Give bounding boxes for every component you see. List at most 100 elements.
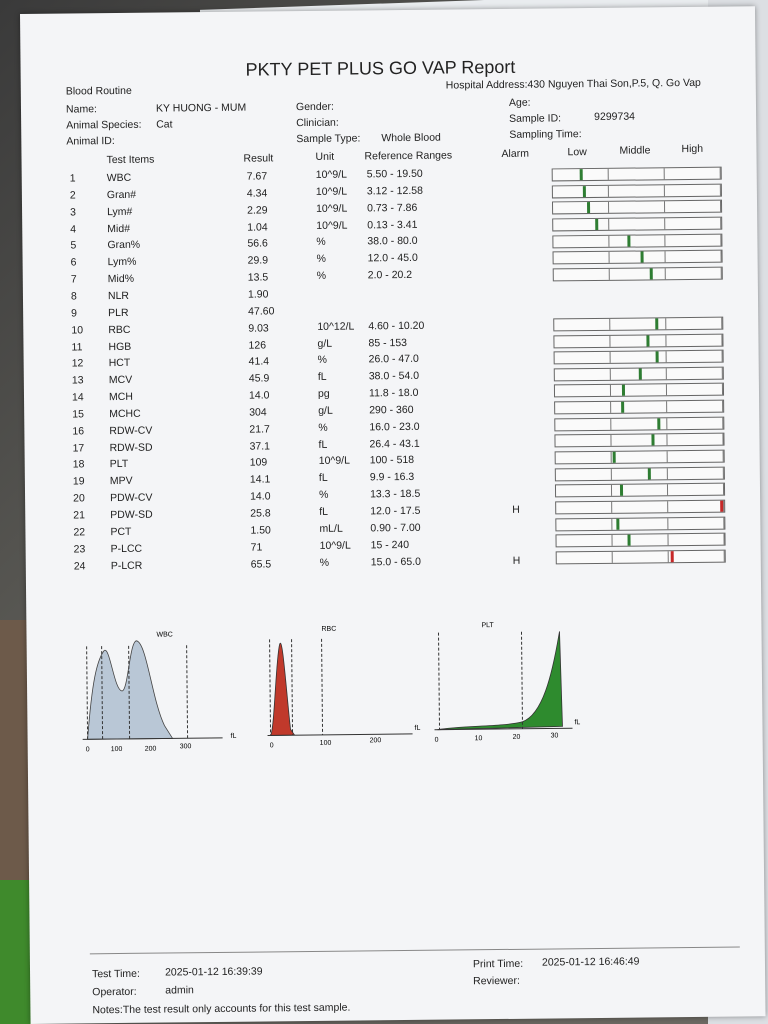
wbc-tick-2: 200 [145, 746, 157, 753]
col-test-items: Test Items [106, 153, 155, 167]
result-value: 21.7 [249, 423, 270, 436]
reference-range: 5.50 - 19.50 [366, 167, 423, 181]
row-number: 4 [70, 222, 77, 236]
gender-label: Gender: [295, 100, 335, 114]
result-value: 109 [249, 456, 268, 470]
test-item: HGB [108, 340, 132, 353]
level-marker [627, 235, 631, 247]
unit-value: % [317, 354, 328, 367]
level-bar [553, 366, 724, 382]
level-bar-segment [667, 417, 724, 429]
test-item: MCV [108, 374, 133, 387]
level-bar-segment [554, 335, 611, 347]
level-marker [655, 318, 659, 330]
level-bar-segment [554, 318, 611, 331]
reference-range: 15 - 240 [370, 538, 410, 552]
level-bar [555, 532, 726, 548]
level-bar-segment [666, 350, 723, 363]
unit-value: pg [317, 387, 330, 400]
unit-value: g/L [317, 337, 333, 350]
row-number: 5 [70, 239, 77, 252]
unit-value: g/L [318, 404, 333, 417]
reference-range: 85 - 153 [368, 336, 408, 349]
level-bar [553, 349, 724, 365]
sample-id-label: Sample ID: [509, 112, 562, 125]
row-number: 10 [71, 323, 84, 337]
plt-tick-2: 20 [513, 734, 521, 741]
level-bar-segment [667, 400, 724, 413]
test-item: WBC [106, 171, 132, 185]
level-bar-segment [609, 201, 666, 214]
level-bar-segment [611, 401, 668, 413]
unit-value: mL/L [319, 522, 343, 535]
col-reference: Reference Ranges [364, 149, 453, 163]
level-bar [554, 399, 725, 415]
row-number: 22 [73, 526, 86, 539]
col-unit: Unit [315, 150, 335, 163]
operator-value: admin [165, 984, 194, 997]
alarm-flag: H [512, 554, 521, 567]
level-bar-segment [552, 185, 609, 198]
plt-histogram: 0 10 20 30 fL [434, 631, 580, 744]
test-item: PDW-SD [110, 508, 153, 522]
level-bar-segment [556, 501, 613, 514]
level-bar-segment [556, 518, 613, 531]
level-marker [595, 218, 599, 230]
level-bar-segment [555, 468, 612, 481]
plt-tick-3: 30 [551, 732, 559, 739]
row-number: 21 [73, 509, 86, 522]
test-item: PLT [109, 458, 129, 471]
result-value: 37.1 [249, 440, 271, 453]
reference-range: 100 - 518 [369, 454, 415, 467]
test-item: PCT [110, 525, 132, 538]
level-bar-segment [664, 200, 722, 213]
age-label: Age: [508, 96, 531, 109]
col-high: High [681, 142, 704, 156]
result-value: 14.0 [250, 490, 271, 503]
reference-range: 15.0 - 65.0 [370, 555, 422, 568]
print-time-label: Print Time: [472, 957, 524, 971]
animal-id-label: Animal ID: [66, 135, 115, 148]
row-number: 24 [73, 559, 86, 573]
unit-value: % [318, 488, 329, 502]
unit-value: 10^9/L [315, 202, 348, 215]
level-bar [554, 416, 725, 432]
test-time-value: 2025-01-12 16:39:39 [164, 965, 263, 979]
result-value: 1.90 [247, 288, 269, 301]
level-bar-segment [609, 268, 666, 280]
level-bar-segment [556, 551, 613, 564]
unit-value: 10^9/L [315, 168, 347, 181]
sample-id-value: 9299734 [594, 110, 636, 123]
reference-range: 16.0 - 23.0 [369, 420, 420, 434]
section-title: Blood Routine [65, 84, 132, 98]
col-alarm: Alarm [501, 147, 529, 160]
level-bar [552, 233, 723, 249]
reference-range: 290 - 360 [369, 403, 414, 417]
result-value: 71 [250, 541, 263, 554]
level-bar [555, 549, 726, 565]
wbc-unit: fL [231, 733, 237, 740]
level-marker [648, 468, 652, 480]
sample-type-value: Whole Blood [381, 131, 441, 145]
reference-range: 11.8 - 18.0 [368, 386, 419, 400]
result-value: 2.29 [247, 204, 268, 217]
reference-range: 38.0 - 54.0 [368, 370, 420, 383]
rbc-unit: fL [414, 725, 420, 732]
level-bar-segment [667, 467, 724, 479]
test-item: P-LCR [110, 559, 143, 572]
test-item: Lym% [107, 256, 137, 269]
operator-label: Operator: [92, 985, 137, 999]
rbc-hist-label: RBC [321, 626, 336, 633]
test-item: MCHC [109, 407, 141, 420]
unit-value: fL [318, 438, 328, 451]
level-bar-segment [667, 434, 724, 446]
result-value: 14.0 [248, 389, 270, 402]
level-bar [553, 333, 724, 348]
level-marker [646, 334, 650, 346]
reference-range: 3.12 - 12.58 [366, 184, 423, 198]
level-marker [638, 368, 642, 380]
reference-range: 2.0 - 20.2 [367, 269, 413, 282]
row-number: 15 [72, 408, 84, 421]
level-bar-segment [612, 534, 669, 547]
level-bar [555, 499, 726, 515]
